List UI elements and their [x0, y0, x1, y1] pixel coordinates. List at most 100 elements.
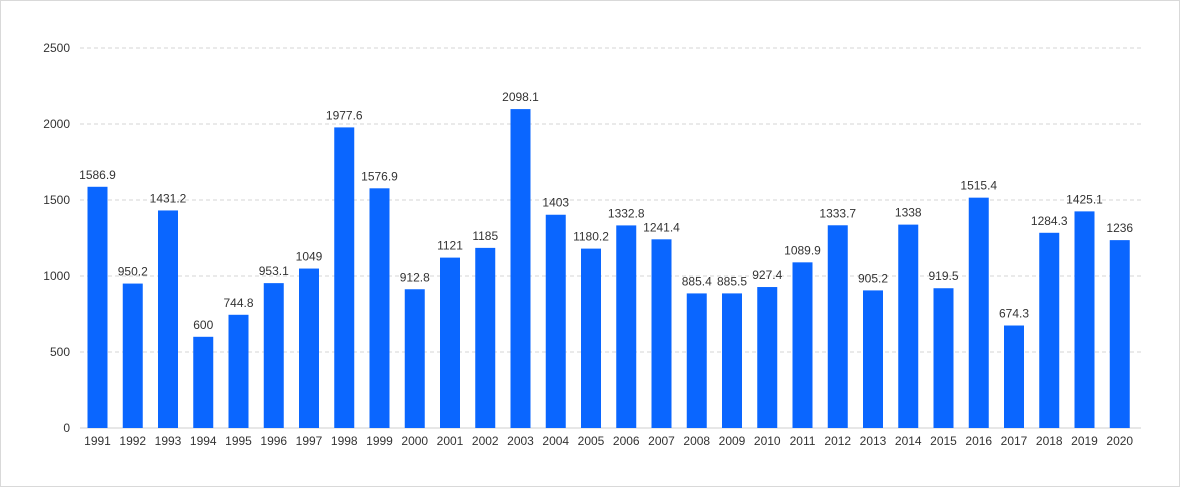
data-label-2009: 885.5	[717, 274, 747, 288]
bar-1992	[122, 283, 143, 428]
bar-1991	[87, 186, 108, 428]
x-tick-label-1995: 1995	[225, 434, 252, 448]
x-tick-label-2010: 2010	[754, 434, 781, 448]
gridlines	[80, 47, 1141, 429]
data-label-2007: 1241.4	[643, 220, 680, 234]
data-label-2010: 927.4	[752, 268, 782, 282]
x-tick-label-2011: 2011	[790, 434, 816, 448]
bar-2013	[863, 290, 883, 428]
data-label-1992: 950.2	[118, 265, 148, 279]
bar-2010	[757, 287, 778, 428]
x-tick-label-2017: 2017	[1001, 434, 1028, 448]
data-label-2020: 1236	[1106, 221, 1133, 235]
bar-1995	[228, 314, 249, 428]
data-label-2017: 674.3	[999, 307, 1029, 321]
bar-2020	[1109, 240, 1130, 428]
data-label-2001: 1121	[437, 239, 463, 253]
x-tick-label-1999: 1999	[366, 434, 393, 448]
x-tick-label-1994: 1994	[190, 434, 217, 448]
bar-2008	[686, 293, 707, 428]
data-label-2019: 1425.1	[1066, 192, 1103, 206]
data-label-1991: 1586.9	[79, 168, 116, 182]
x-axis-ticks: 1991 1992 1993 1994 1995 1996 1997 1998 1999 2000…	[84, 434, 1133, 448]
data-label-2008: 885.4	[682, 274, 712, 288]
data-label-2002: 1185	[472, 229, 498, 243]
x-tick-label-1996: 1996	[260, 434, 287, 448]
bar-2011	[792, 262, 813, 428]
x-tick-label-2006: 2006	[613, 434, 640, 448]
data-label-2012: 1333.7	[819, 206, 856, 220]
x-tick-label-2007: 2007	[648, 434, 675, 448]
y-tick-label: 500	[50, 345, 70, 359]
x-tick-label-1997: 1997	[296, 434, 323, 448]
data-label-1999: 1576.9	[361, 169, 398, 183]
bar-1997	[299, 268, 319, 428]
x-tick-label-2013: 2013	[860, 434, 887, 448]
bar-1999	[369, 188, 390, 428]
x-tick-label-2020: 2020	[1106, 434, 1133, 448]
data-label-2015: 919.5	[928, 269, 958, 283]
data-label-2016: 1515.4	[960, 179, 997, 193]
bar-2018	[1039, 232, 1060, 428]
x-tick-label-2002: 2002	[472, 434, 499, 448]
bar-2009	[722, 293, 742, 428]
y-tick-label: 2500	[43, 41, 70, 55]
x-tick-label-2005: 2005	[578, 434, 605, 448]
x-tick-label-2012: 2012	[824, 434, 851, 448]
data-label-2005: 1180.2	[573, 230, 609, 244]
y-axis-ticks: 0 500 1000 1500 2000 2500	[43, 41, 70, 435]
x-tick-label-2003: 2003	[507, 434, 534, 448]
data-label-1998: 1977.6	[326, 108, 363, 122]
x-tick-label-2001: 2001	[437, 434, 464, 448]
x-tick-label-2014: 2014	[895, 434, 922, 448]
bar-2017	[1004, 325, 1024, 428]
data-label-1995: 744.8	[223, 296, 253, 310]
data-label-2014: 1338	[895, 206, 922, 220]
data-label-2013: 905.2	[858, 271, 888, 285]
data-label-1993: 1431.2	[150, 191, 187, 205]
data-labels: 1586.9 950.2 1431.2 600 744.8 953.1 1049 1977.6…	[79, 90, 1133, 332]
x-tick-label-2009: 2009	[719, 434, 746, 448]
bar-2003	[510, 109, 531, 428]
bar-2001	[440, 257, 460, 428]
bar-1996	[263, 283, 284, 428]
data-label-2011: 1089.9	[784, 243, 821, 257]
bar-2002	[475, 247, 496, 428]
bar-2006	[616, 225, 637, 428]
bar-2007	[651, 239, 672, 428]
bar-2005	[581, 248, 601, 428]
data-label-2000: 912.8	[400, 270, 430, 284]
bar-1994	[193, 336, 214, 428]
x-tick-label-1991: 1991	[84, 434, 111, 448]
bar-1993	[158, 210, 178, 428]
x-tick-label-2018: 2018	[1036, 434, 1063, 448]
y-tick-label: 2000	[43, 117, 70, 131]
x-tick-label-2019: 2019	[1071, 434, 1098, 448]
x-tick-label-2016: 2016	[965, 434, 992, 448]
x-tick-label-2004: 2004	[542, 434, 569, 448]
bar-2012	[827, 225, 848, 428]
bar-1998	[334, 127, 355, 429]
bar-2000	[404, 289, 425, 428]
bar-2015	[933, 288, 954, 428]
data-label-1996: 953.1	[259, 264, 289, 278]
data-label-1997: 1049	[296, 250, 323, 264]
y-tick-label: 0	[63, 421, 70, 435]
x-tick-label-2000: 2000	[401, 434, 428, 448]
bar-2014	[898, 224, 919, 428]
x-tick-label-1993: 1993	[155, 434, 182, 448]
y-tick-label: 1500	[43, 193, 70, 207]
data-label-2003: 2098.1	[502, 90, 539, 104]
y-tick-label: 1000	[43, 269, 70, 283]
bar-2016	[968, 197, 989, 428]
bars	[87, 109, 1130, 429]
x-tick-label-2008: 2008	[683, 434, 710, 448]
data-label-2004: 1403	[542, 196, 569, 210]
x-tick-label-1998: 1998	[331, 434, 358, 448]
x-tick-label-1992: 1992	[119, 434, 146, 448]
bar-2004	[545, 214, 566, 428]
x-tick-label-2015: 2015	[930, 434, 957, 448]
data-label-2018: 1284.3	[1031, 214, 1068, 228]
